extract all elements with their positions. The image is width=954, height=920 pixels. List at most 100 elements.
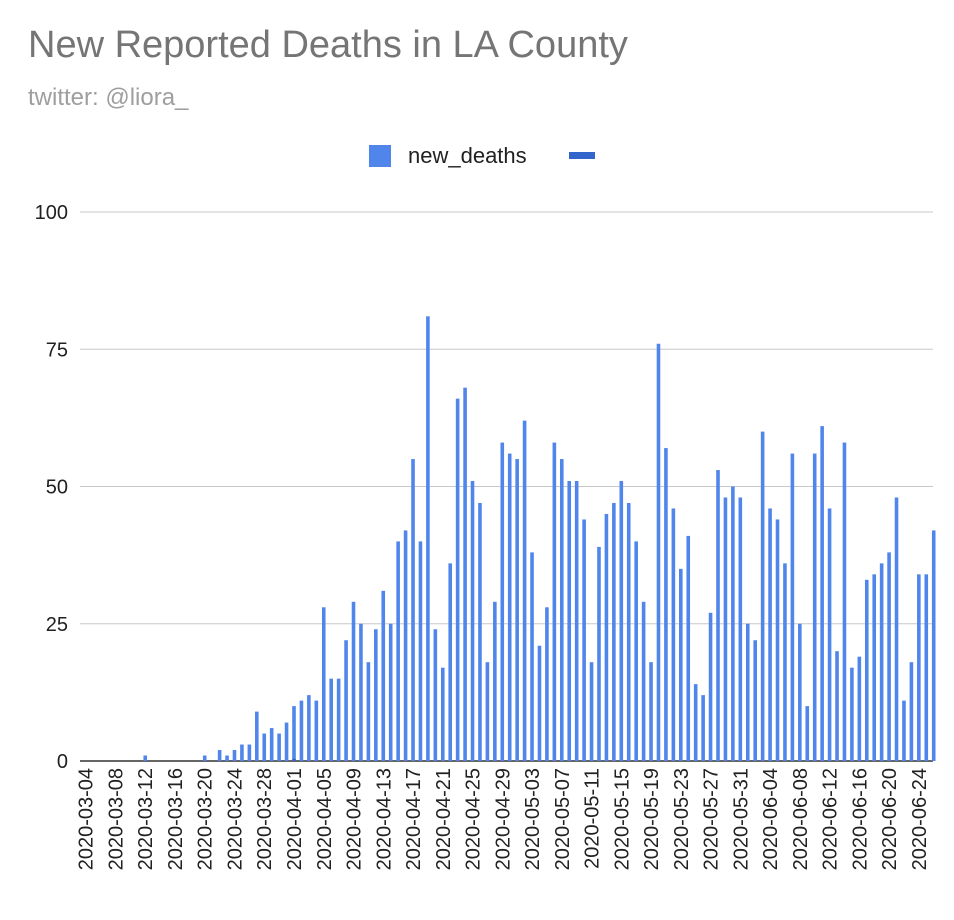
- bar-new-deaths-64: [559, 459, 564, 761]
- x-tick-label: 2020-06-20: [879, 768, 901, 870]
- x-axis-tick-labels: 2020-03-04 2020-03-08 2020-03-12 2020-03-16…: [76, 768, 931, 870]
- bar-new-deaths-48: [440, 667, 445, 761]
- bar-new-deaths-25: [269, 728, 274, 761]
- bar-new-deaths-57: [507, 453, 512, 761]
- bar-new-deaths-111: [909, 662, 914, 761]
- x-tick-label: 2020-03-28: [254, 768, 276, 870]
- bar-new-deaths-91: [760, 431, 765, 761]
- y-axis-tick-labels: 0 25 50 75 100: [35, 202, 68, 773]
- bar-new-deaths-23: [255, 711, 259, 761]
- chart-title: New Reported Deaths in LA County: [28, 24, 628, 66]
- bar-new-deaths-22: [247, 744, 252, 761]
- x-tick-label: 2020-03-04: [76, 768, 98, 870]
- grid-lines: [80, 211, 933, 762]
- x-tick-label: 2020-05-15: [611, 768, 633, 870]
- bar-new-deaths-108: [887, 552, 891, 761]
- bar-new-deaths-90: [753, 640, 757, 761]
- bar-new-deaths-66: [574, 481, 579, 761]
- legend-swatch-line: [569, 152, 595, 159]
- bar-new-deaths-41: [388, 623, 393, 761]
- bar-new-deaths-84: [708, 612, 713, 761]
- bar-new-deaths-38: [366, 662, 371, 761]
- bar-new-deaths-113: [924, 574, 929, 761]
- bar-new-deaths-20: [232, 750, 237, 761]
- bar-new-deaths-47: [433, 629, 438, 761]
- x-tick-label: 2020-05-23: [671, 768, 693, 870]
- bar-new-deaths-24: [262, 733, 267, 761]
- bar-new-deaths-79: [671, 508, 676, 761]
- bar-new-deaths-27: [284, 722, 289, 761]
- bar-new-deaths-100: [827, 508, 832, 761]
- bar-new-deaths-89: [745, 623, 750, 761]
- bar-new-deaths-32: [321, 607, 326, 761]
- bar-new-deaths-43: [403, 530, 408, 761]
- x-tick-label: 2020-03-20: [195, 768, 217, 870]
- legend-swatch-new-deaths: [369, 145, 391, 167]
- bar-new-deaths-39: [374, 629, 378, 761]
- bar-new-deaths-33: [329, 678, 333, 761]
- bar-new-deaths-101: [835, 651, 839, 761]
- bar-new-deaths-95: [790, 453, 795, 761]
- bars: [143, 316, 936, 761]
- bar-new-deaths-46: [426, 316, 430, 761]
- y-tick-label: 0: [57, 751, 68, 773]
- y-tick-label: 100: [35, 202, 68, 224]
- bar-new-deaths-26: [277, 733, 281, 761]
- x-tick-label: 2020-06-12: [820, 768, 842, 870]
- bar-new-deaths-51: [463, 387, 467, 761]
- bar-new-deaths-16: [202, 755, 207, 761]
- bar-new-deaths-69: [597, 546, 601, 761]
- bar-new-deaths-112: [917, 574, 921, 761]
- bar-new-deaths-21: [240, 744, 244, 761]
- bar-new-deaths-70: [604, 513, 609, 761]
- bar-new-deaths-81: [686, 535, 691, 761]
- bar-new-deaths-75: [641, 601, 646, 761]
- bar-new-deaths-97: [805, 706, 810, 761]
- bar-new-deaths-40: [381, 590, 386, 761]
- x-tick-label: 2020-04-21: [433, 768, 455, 870]
- bar-new-deaths-105: [864, 579, 869, 761]
- bar-new-deaths-53: [478, 502, 482, 761]
- bar-new-deaths-68: [589, 662, 594, 761]
- bar-new-deaths-77: [656, 343, 661, 761]
- bar-new-deaths-82: [693, 684, 698, 761]
- bar-new-deaths-98: [812, 453, 817, 761]
- x-tick-label: 2020-06-04: [760, 768, 782, 870]
- bar-new-deaths-88: [738, 497, 743, 761]
- x-tick-label: 2020-06-08: [790, 768, 812, 870]
- bar-new-deaths-19: [225, 755, 229, 761]
- bar-new-deaths-83: [701, 695, 705, 761]
- bar-new-deaths-50: [455, 398, 460, 761]
- bar-new-deaths-56: [500, 442, 505, 761]
- bar-new-deaths-94: [783, 563, 787, 761]
- bar-new-deaths-37: [359, 623, 363, 761]
- x-tick-label: 2020-05-07: [552, 768, 574, 870]
- bar-new-deaths-55: [493, 601, 497, 761]
- y-tick-label: 25: [46, 614, 68, 636]
- x-tick-label: 2020-05-27: [701, 768, 723, 870]
- bar-new-deaths-65: [567, 481, 572, 761]
- bar-new-deaths-110: [902, 700, 906, 761]
- bar-new-deaths-80: [679, 568, 683, 761]
- bar-new-deaths-92: [768, 508, 772, 761]
- x-tick-label: 2020-03-12: [135, 768, 157, 870]
- bar-new-deaths-18: [217, 750, 222, 761]
- bar-new-deaths-34: [336, 678, 341, 761]
- bar-new-deaths-49: [448, 563, 453, 761]
- bar-new-deaths-35: [344, 640, 348, 761]
- x-tick-label: 2020-03-08: [105, 768, 127, 870]
- bar-new-deaths-114: [931, 530, 936, 761]
- bar-new-deaths-29: [299, 700, 304, 761]
- bar-new-deaths-52: [470, 481, 475, 761]
- bar-new-deaths-99: [820, 426, 824, 761]
- bar-new-deaths-87: [731, 486, 735, 761]
- x-tick-label: 2020-06-24: [909, 768, 931, 870]
- bar-new-deaths-102: [842, 442, 847, 761]
- x-tick-label: 2020-04-13: [373, 768, 395, 870]
- bar-new-deaths-28: [292, 706, 296, 761]
- bar-new-deaths-109: [894, 497, 899, 761]
- bar-new-deaths-54: [485, 662, 490, 761]
- bar-new-deaths-8: [143, 755, 148, 761]
- bar-new-deaths-103: [850, 667, 854, 761]
